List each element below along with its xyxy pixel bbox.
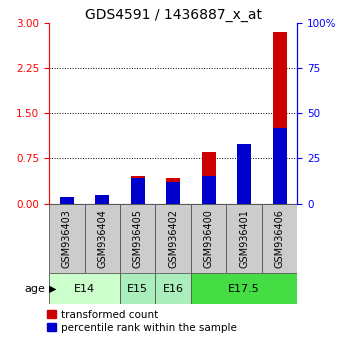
- Text: GSM936402: GSM936402: [168, 209, 178, 268]
- Bar: [131, 178, 145, 204]
- Bar: [95, 195, 109, 204]
- FancyBboxPatch shape: [262, 204, 297, 273]
- Bar: [95, 195, 109, 204]
- Bar: [237, 144, 251, 204]
- Bar: [60, 197, 74, 204]
- FancyBboxPatch shape: [155, 273, 191, 304]
- FancyBboxPatch shape: [155, 204, 191, 273]
- Bar: [273, 32, 287, 204]
- FancyBboxPatch shape: [120, 273, 155, 304]
- Text: age: age: [25, 284, 46, 293]
- Bar: [166, 182, 180, 204]
- Text: E17.5: E17.5: [228, 284, 260, 293]
- Bar: [166, 178, 180, 204]
- Text: E15: E15: [127, 284, 148, 293]
- Text: GSM936401: GSM936401: [239, 209, 249, 268]
- Text: GSM936403: GSM936403: [62, 209, 72, 268]
- FancyBboxPatch shape: [226, 204, 262, 273]
- Text: ▶: ▶: [49, 284, 57, 293]
- Bar: [131, 176, 145, 204]
- Legend: transformed count, percentile rank within the sample: transformed count, percentile rank withi…: [47, 310, 237, 333]
- Text: E14: E14: [74, 284, 95, 293]
- Bar: [60, 199, 74, 204]
- FancyBboxPatch shape: [191, 204, 226, 273]
- Bar: [202, 152, 216, 204]
- Text: GSM936406: GSM936406: [275, 209, 285, 268]
- FancyBboxPatch shape: [49, 273, 120, 304]
- FancyBboxPatch shape: [120, 204, 155, 273]
- Text: GSM936400: GSM936400: [204, 209, 214, 268]
- FancyBboxPatch shape: [84, 204, 120, 273]
- Title: GDS4591 / 1436887_x_at: GDS4591 / 1436887_x_at: [85, 8, 262, 22]
- Bar: [273, 128, 287, 204]
- Bar: [237, 154, 251, 204]
- Bar: [202, 176, 216, 204]
- FancyBboxPatch shape: [49, 204, 84, 273]
- Text: GSM936405: GSM936405: [133, 209, 143, 268]
- Text: GSM936404: GSM936404: [97, 209, 107, 268]
- Text: E16: E16: [163, 284, 184, 293]
- FancyBboxPatch shape: [191, 273, 297, 304]
